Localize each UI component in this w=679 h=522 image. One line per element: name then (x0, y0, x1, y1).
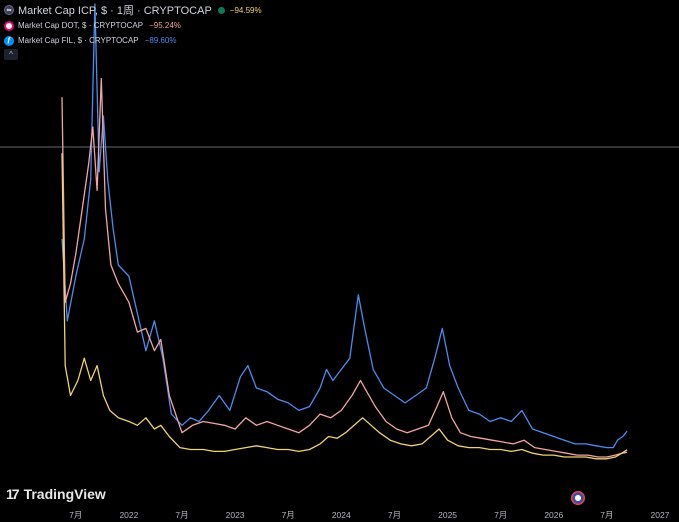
chart-legend: ∞ Market Cap ICP, $ · 1周 · CRYPTOCAP −94… (4, 2, 262, 48)
x-tick-label: 2024 (332, 510, 351, 520)
legend-label-dot: Market Cap DOT, $ · CRYPTOCAP (18, 21, 144, 30)
legend-change-icp: −94.59% (229, 5, 262, 15)
fil-logo-icon: ƒ (4, 35, 14, 46)
dot-logo-icon (4, 20, 14, 31)
x-tick-label: 2023 (226, 510, 245, 520)
market-status-icon (217, 6, 225, 14)
legend-row-fil[interactable]: ƒ Market Cap FIL, $ · CRYPTOCAP −89.60% (4, 33, 262, 48)
series-line-fil[interactable] (61, 3, 628, 449)
x-tick-label: 7月 (388, 510, 401, 520)
chevron-up-icon: ^ (9, 50, 13, 59)
series-line-icp[interactable] (61, 153, 628, 460)
series-line-dot[interactable] (61, 77, 628, 458)
legend-change-fil: −89.60% (144, 36, 177, 45)
x-tick-label: 2025 (438, 510, 457, 520)
x-tick-label: 2027 (651, 510, 670, 520)
legend-collapse-button[interactable]: ^ (4, 49, 18, 60)
x-tick-label: 2026 (544, 510, 563, 520)
x-tick-label: 7月 (69, 510, 82, 520)
legend-row-icp[interactable]: ∞ Market Cap ICP, $ · 1周 · CRYPTOCAP −94… (4, 2, 262, 18)
x-tick-label: 7月 (282, 510, 295, 520)
x-tick-label: 2022 (119, 510, 138, 520)
legend-change-dot: −95.24% (149, 21, 181, 30)
x-tick-label: 7月 (175, 510, 188, 520)
x-tick-label: 7月 (494, 510, 507, 520)
tradingview-logo[interactable]: 17 TradingView (6, 486, 106, 502)
event-flag-icon[interactable] (571, 491, 585, 505)
tradingview-logo-mark: 17 (6, 486, 20, 502)
x-tick-label: 7月 (600, 510, 613, 520)
icp-logo-icon: ∞ (4, 5, 14, 15)
legend-label-fil: Market Cap FIL, $ · CRYPTOCAP (18, 36, 139, 45)
legend-label-icp: Market Cap ICP, $ · 1周 · CRYPTOCAP (18, 5, 212, 17)
tradingview-logo-text: TradingView (23, 486, 106, 502)
legend-row-dot[interactable]: Market Cap DOT, $ · CRYPTOCAP −95.24% (4, 18, 262, 33)
